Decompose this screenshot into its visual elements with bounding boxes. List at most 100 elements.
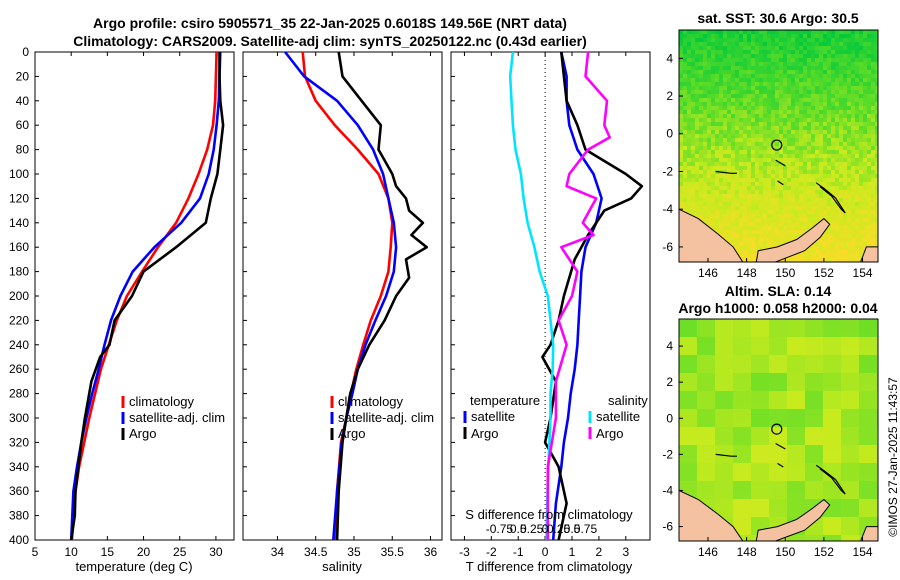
heatmap-cell	[865, 385, 872, 392]
heatmap-cell	[841, 373, 848, 380]
heatmap-cell	[823, 190, 828, 195]
heatmap-cell	[859, 190, 864, 195]
heatmap-cell	[859, 162, 864, 167]
heatmap-cell	[815, 178, 820, 183]
heatmap-cell	[767, 138, 772, 143]
heatmap-cell	[803, 222, 808, 227]
heatmap-cell	[783, 138, 788, 143]
heatmap-cell	[867, 214, 872, 219]
heatmap-cell	[875, 30, 878, 35]
heatmap-cell	[853, 325, 860, 332]
heatmap-cell	[739, 142, 744, 147]
heatmap-cell	[811, 198, 816, 203]
heatmap-cell	[841, 361, 848, 368]
heatmap-cell	[839, 258, 844, 262]
heatmap-cell	[723, 222, 728, 227]
heatmap-cell	[865, 481, 872, 488]
heatmap-cell	[775, 234, 780, 239]
heatmap-cell	[811, 397, 818, 404]
heatmap-cell	[769, 391, 776, 398]
heatmap-cell	[699, 218, 704, 223]
heatmap-cell	[707, 150, 712, 155]
heatmap-cell	[793, 325, 800, 332]
heatmap-cell	[723, 58, 728, 63]
heatmap-cell	[811, 110, 816, 115]
heatmap-cell	[745, 343, 752, 350]
heatmap-cell	[745, 517, 752, 524]
heatmap-cell	[723, 202, 728, 207]
heatmap-cell	[851, 146, 856, 151]
heatmap-cell	[803, 194, 808, 199]
heatmap-cell	[739, 126, 744, 131]
heatmap-cell	[719, 58, 724, 63]
heatmap-cell	[853, 319, 860, 326]
heatmap-cell	[827, 90, 832, 95]
heatmap-cell	[867, 146, 872, 151]
heatmap-cell	[745, 415, 752, 422]
heatmap-cell	[679, 90, 684, 95]
heatmap-cell	[697, 439, 704, 446]
heatmap-cell	[779, 66, 784, 71]
heatmap-cell	[751, 170, 756, 175]
heatmap-cell	[807, 206, 812, 211]
heatmap-cell	[691, 58, 696, 63]
heatmap-cell	[759, 242, 764, 247]
heatmap-cell	[771, 210, 776, 215]
heatmap-cell	[747, 138, 752, 143]
heatmap-cell	[819, 158, 824, 163]
heatmap-cell	[867, 102, 872, 107]
x-tick-label: 35.5	[381, 545, 405, 559]
heatmap-cell	[815, 102, 820, 107]
heatmap-cell	[823, 439, 830, 446]
heatmap-cell	[843, 214, 848, 219]
heatmap-cell	[855, 118, 860, 123]
heatmap-cell	[731, 130, 736, 135]
heatmap-cell	[847, 463, 854, 470]
heatmap-cell	[799, 38, 804, 43]
heatmap-cell	[783, 102, 788, 107]
heatmap-cell	[819, 170, 824, 175]
heatmap-cell	[839, 198, 844, 203]
heatmap-cell	[829, 523, 836, 530]
heatmap-cell	[803, 78, 808, 83]
heatmap-cell	[695, 70, 700, 75]
heatmap-cell	[819, 138, 824, 143]
heatmap-cell	[679, 58, 684, 63]
heatmap-cell	[691, 182, 696, 187]
heatmap-cell	[727, 102, 732, 107]
heatmap-cell	[815, 174, 820, 179]
heatmap-cell	[683, 86, 688, 91]
heatmap-cell	[735, 74, 740, 79]
heatmap-cell	[853, 331, 860, 338]
heatmap-cell	[733, 379, 740, 386]
heatmap-cell	[727, 142, 732, 147]
heatmap-cell	[819, 194, 824, 199]
heatmap-cell	[727, 134, 732, 139]
heatmap-cell	[769, 367, 776, 374]
heatmap-cell	[739, 134, 744, 139]
heatmap-cell	[759, 206, 764, 211]
heatmap-cell	[683, 154, 688, 159]
heatmap-cell	[695, 110, 700, 115]
heatmap-cell	[731, 30, 736, 35]
series-line-t-argo	[541, 51, 644, 541]
heatmap-cell	[811, 122, 816, 127]
heatmap-cell	[727, 226, 732, 231]
heatmap-cell	[787, 142, 792, 147]
heatmap-cell	[799, 355, 806, 362]
heatmap-cell	[779, 166, 784, 171]
heatmap-cell	[707, 98, 712, 103]
heatmap-cell	[735, 102, 740, 107]
heatmap-cell	[791, 102, 796, 107]
heatmap-cell	[757, 481, 764, 488]
heatmap-cell	[779, 222, 784, 227]
heatmap-cell	[835, 94, 840, 99]
heatmap-cell	[733, 391, 740, 398]
heatmap-cell	[859, 242, 864, 247]
heatmap-cell	[859, 126, 864, 131]
heatmap-cell	[767, 190, 772, 195]
heatmap-cell	[699, 150, 704, 155]
heatmap-cell	[787, 182, 792, 187]
heatmap-cell	[763, 158, 768, 163]
heatmap-cell	[743, 226, 748, 231]
